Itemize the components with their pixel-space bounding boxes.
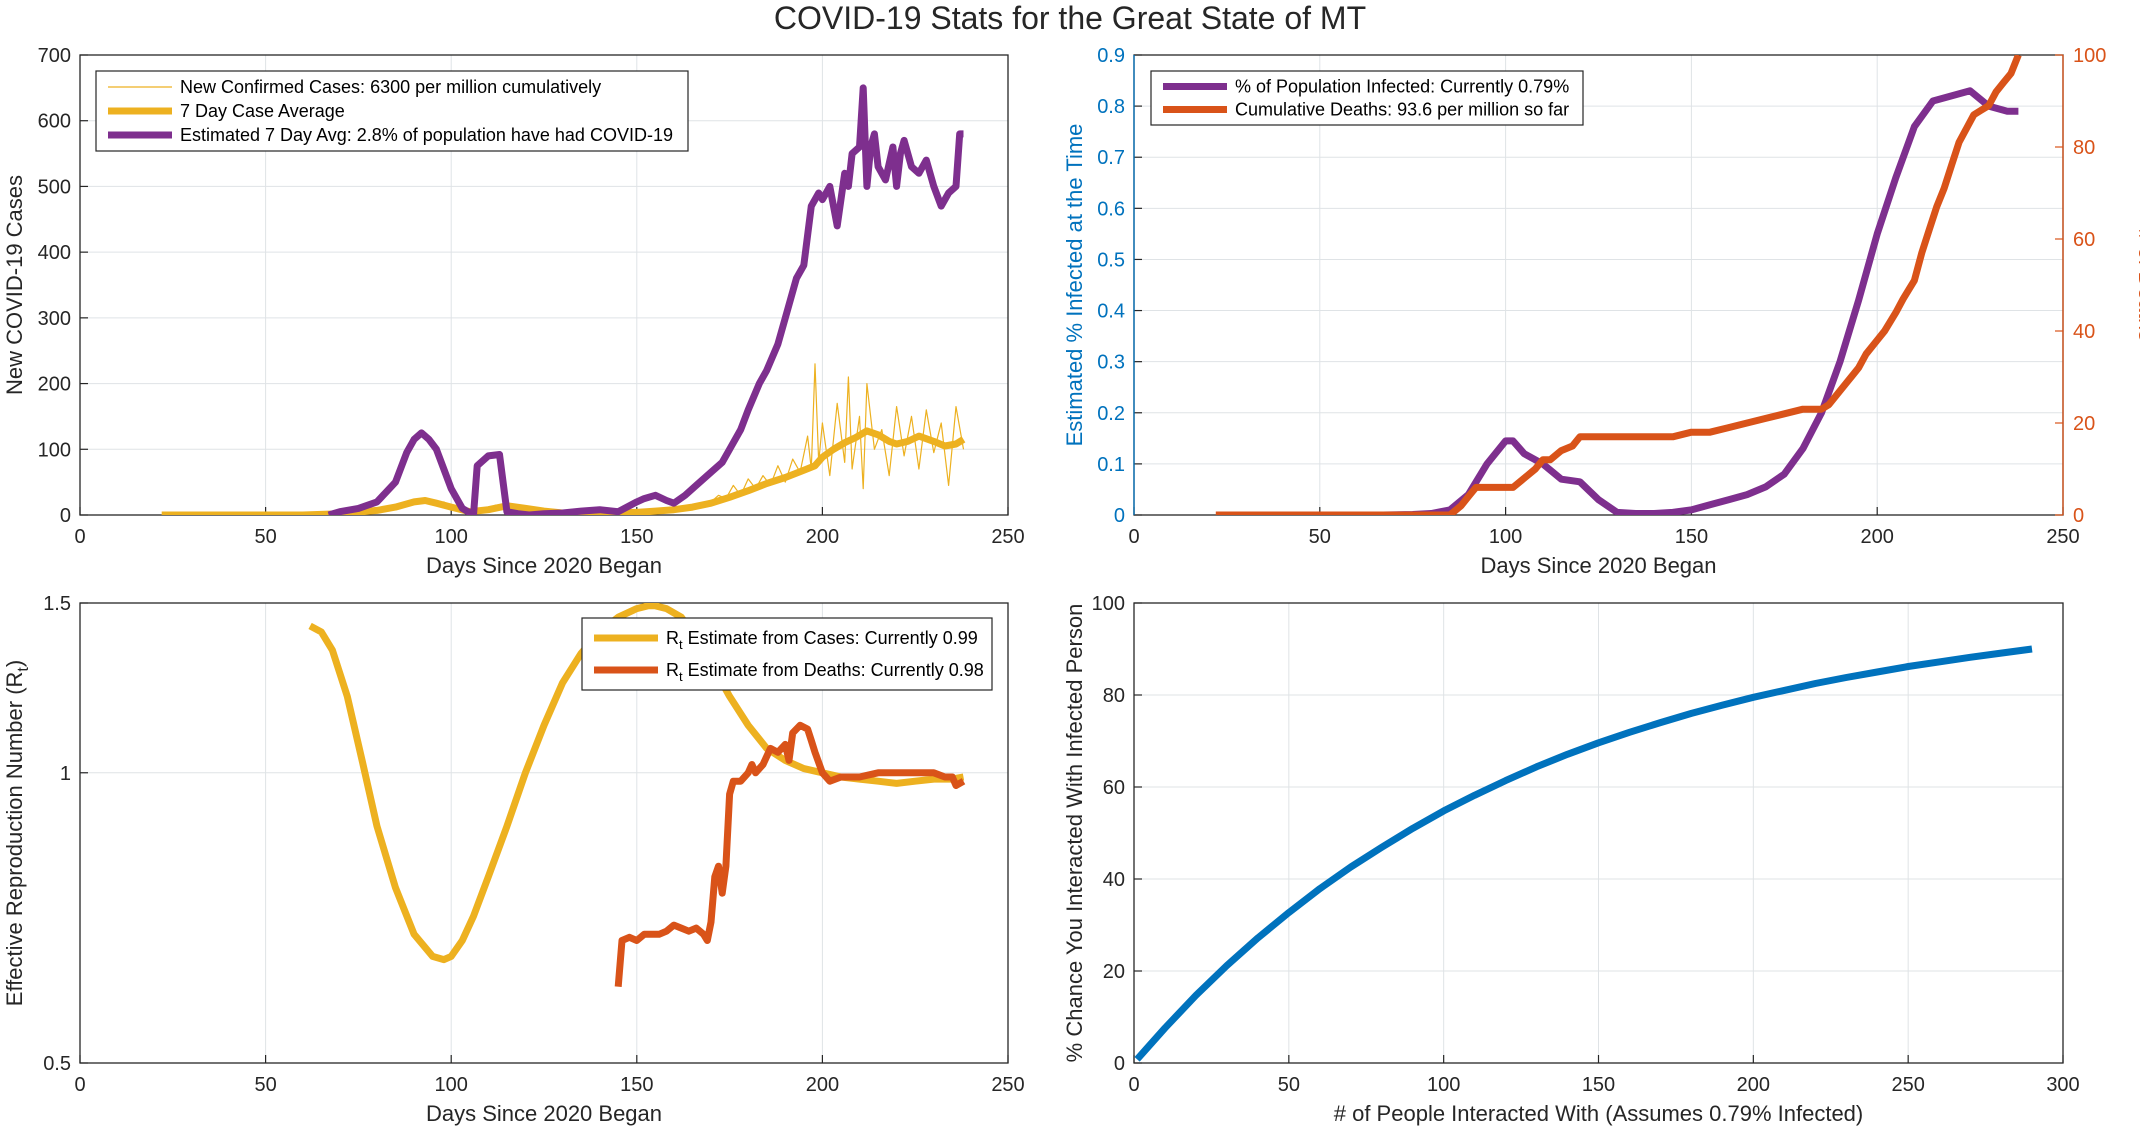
y-tick-label: 80: [1103, 685, 1125, 707]
y-tick-label: 0.5: [43, 1053, 71, 1075]
y-tick-label: 0: [60, 505, 71, 527]
y-tick-label: 0.8: [1097, 96, 1125, 118]
x-tick-label: 0: [1128, 1074, 1139, 1096]
series-line-1: [1215, 55, 2022, 515]
legend: New Confirmed Cases: 6300 per million cu…: [95, 70, 689, 152]
y-tick-label: 300: [38, 308, 71, 330]
y-axis-label: New COVID-19 Cases: [2, 175, 27, 395]
x-axis-label: Days Since 2020 Began: [426, 553, 662, 578]
legend-box: [581, 617, 993, 691]
y-tick-label: 0.7: [1097, 147, 1125, 169]
interaction-risk-chart: 0 50 100 150 200 250 300 0 20 40 60 80 100 # of Peopl…: [1062, 593, 2080, 1126]
legend-label: Rt Estimate from Deaths: Currently 0.98: [666, 660, 984, 684]
y-tick-label: 100: [1092, 593, 1125, 615]
x-tick-label: 250: [2046, 526, 2079, 548]
x-tick-label: 50: [254, 526, 276, 548]
series-line-1: [614, 721, 966, 987]
y-tick-label: 1: [60, 763, 71, 785]
x-tick-label: 0: [74, 526, 85, 548]
y-tick-label: 0.3: [1097, 352, 1125, 374]
y-axis-label: % Chance You Interacted With Infected Pe…: [1062, 604, 1087, 1063]
legend-label: % of Population Infected: Currently 0.79…: [1235, 77, 1569, 97]
legend-label: Rt Estimate from Cases: Currently 0.99: [666, 628, 978, 652]
y-tick-label: 1.5: [43, 593, 71, 615]
y-tick-label: 700: [38, 45, 71, 67]
y2-tick-label: 40: [2073, 321, 2095, 343]
x-tick-label: 200: [1861, 526, 1894, 548]
x-tick-label: 100: [435, 1074, 468, 1096]
y2-tick-label: 100: [2073, 45, 2106, 67]
y2-tick-label: 0: [2073, 505, 2084, 527]
y-tick-label: 500: [38, 176, 71, 198]
legend: % of Population Infected: Currently 0.79…: [1150, 70, 1584, 126]
series-line-0: [1382, 87, 2019, 515]
y-tick-label: 0: [1114, 505, 1125, 527]
y-tick-label: 20: [1103, 961, 1125, 983]
x-tick-label: 100: [435, 526, 468, 548]
series-line-1: [161, 427, 966, 515]
legend-label: Cumulative Deaths: 93.6 per million so f…: [1235, 100, 1569, 120]
legend-box: [1150, 70, 1584, 126]
y2-tick-label: 80: [2073, 137, 2095, 159]
x-tick-label: 50: [254, 1074, 276, 1096]
legend-label: Estimated 7 Day Avg: 2.8% of population …: [180, 125, 673, 145]
y2-tick-label: 20: [2073, 413, 2095, 435]
series-group: [161, 84, 966, 515]
y-tick-label: 200: [38, 374, 71, 396]
x-tick-label: 250: [991, 526, 1024, 548]
reproduction-number-chart: 0 50 100 150 200 250 0.5 1 1.5 Days Since 2020 Be…: [2, 593, 1025, 1126]
y2-axis-label: # of Deaths: [2134, 229, 2140, 342]
series-group: [1134, 645, 2033, 1062]
legend: Rt Estimate from Cases: Currently 0.99 Rt…: [581, 617, 993, 691]
series-line-2: [327, 84, 964, 515]
x-axis-label: # of People Interacted With (Assumes 0.7…: [1334, 1101, 1864, 1126]
x-tick-label: 200: [1737, 1074, 1770, 1096]
x-tick-label: 0: [74, 1074, 85, 1096]
y-tick-label: 0.9: [1097, 45, 1125, 67]
x-tick-label: 250: [991, 1074, 1024, 1096]
x-tick-label: 50: [1309, 526, 1331, 548]
y2-tick-label: 60: [2073, 229, 2095, 251]
series-line-0: [161, 363, 965, 515]
y-tick-label: 100: [38, 439, 71, 461]
y-tick-label: 0.5: [1097, 249, 1125, 271]
series-line-0: [1134, 645, 2033, 1062]
x-tick-label: 150: [1582, 1074, 1615, 1096]
axes-box: [79, 602, 1009, 1064]
y-axis-label: Effective Reproduction Number (Rt): [2, 660, 32, 1006]
y-tick-label: 400: [38, 242, 71, 264]
infected-deaths-chart: 0 50 100 150 200 25000.10.20.30.40.50.60.70.8…: [1062, 45, 2140, 578]
cases-chart: 0 50 100 150 200 250 0 100 200 300 400 500 600 700 Day…: [2, 45, 1025, 578]
series-group: [1215, 55, 2022, 515]
y-tick-label: 0.2: [1097, 403, 1125, 425]
x-axis-label: Days Since 2020 Began: [1480, 553, 1716, 578]
y-tick-label: 0.4: [1097, 301, 1125, 323]
x-tick-label: 100: [1489, 526, 1522, 548]
x-tick-label: 150: [1675, 526, 1708, 548]
legend-box: [95, 70, 689, 152]
x-tick-label: 150: [620, 526, 653, 548]
y-tick-label: 40: [1103, 869, 1125, 891]
x-tick-label: 100: [1427, 1074, 1460, 1096]
y-tick-label: 60: [1103, 777, 1125, 799]
grid: [1133, 602, 2064, 1064]
figure-title: COVID-19 Stats for the Great State of MT: [773, 0, 1367, 36]
y-tick-label: 0: [1114, 1053, 1125, 1075]
x-tick-label: 150: [620, 1074, 653, 1096]
legend-label: New Confirmed Cases: 6300 per million cu…: [180, 77, 601, 97]
x-tick-label: 250: [1891, 1074, 1924, 1096]
x-tick-label: 300: [2046, 1074, 2079, 1096]
x-tick-label: 200: [806, 526, 839, 548]
x-tick-label: 0: [1128, 526, 1139, 548]
y-tick-label: 0.6: [1097, 198, 1125, 220]
legend-label: 7 Day Case Average: [180, 101, 345, 121]
x-tick-label: 200: [806, 1074, 839, 1096]
x-tick-label: 50: [1278, 1074, 1300, 1096]
x-axis-label: Days Since 2020 Began: [426, 1101, 662, 1126]
y-tick-label: 600: [38, 111, 71, 133]
series-group: [308, 603, 966, 987]
y-axis-label: Estimated % Infected at the Time: [1062, 124, 1087, 447]
y-tick-label: 0.1: [1097, 454, 1125, 476]
